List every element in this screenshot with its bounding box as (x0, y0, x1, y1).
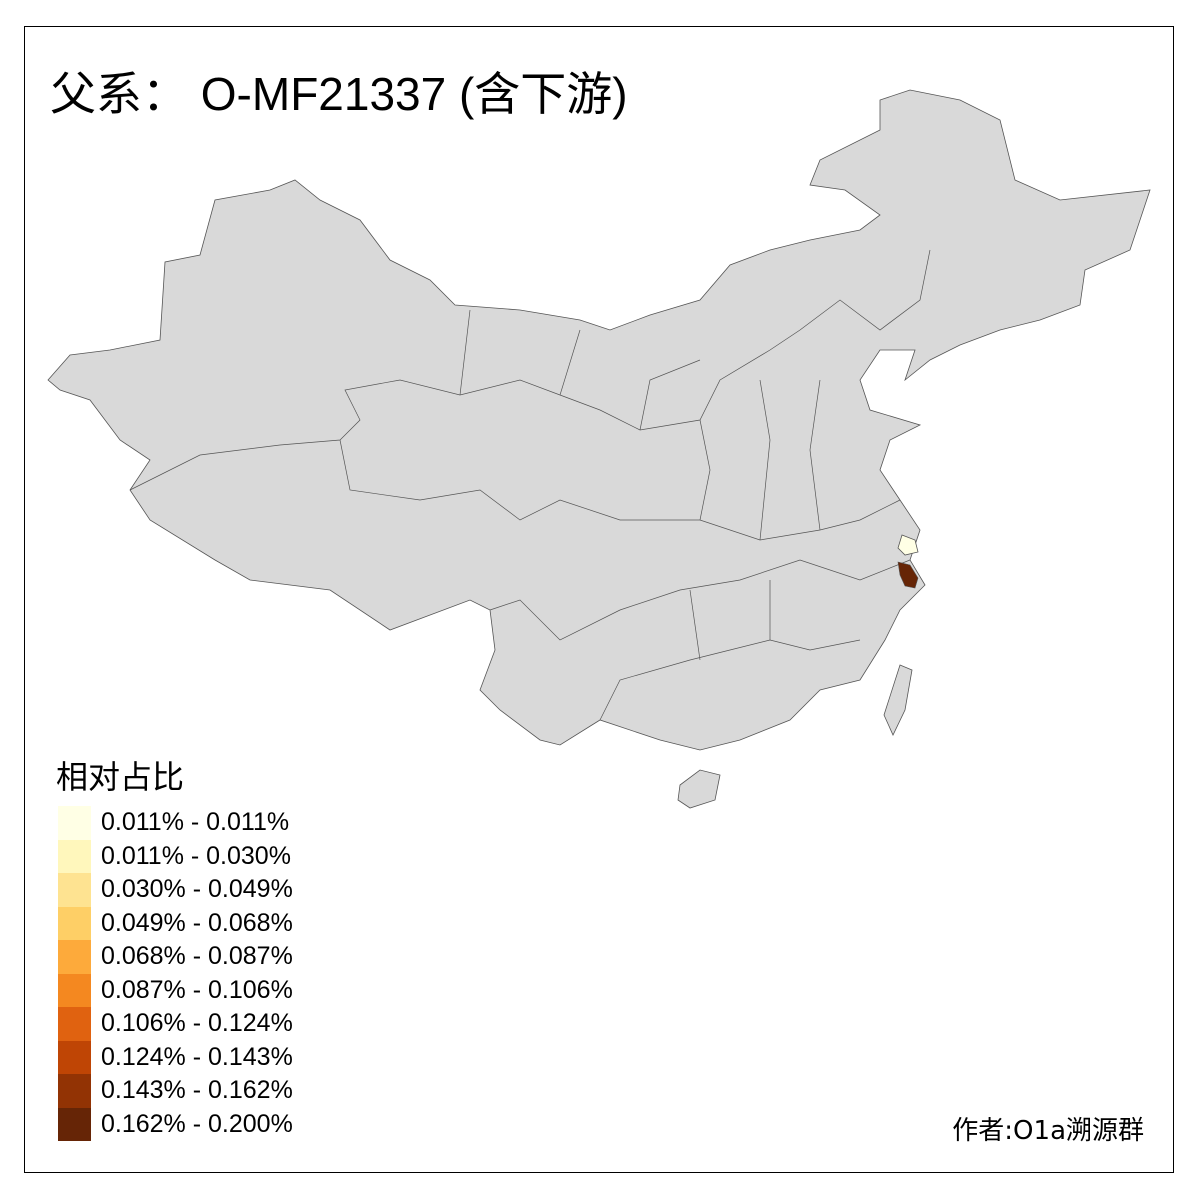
legend-swatch (58, 839, 91, 873)
legend-label: 0.011% - 0.030% (101, 841, 291, 870)
legend-item: 0.162% - 0.200% (58, 1107, 293, 1141)
legend-item: 0.087% - 0.106% (58, 973, 293, 1007)
region-shanghai (897, 534, 919, 556)
legend-item: 0.049% - 0.068% (58, 906, 293, 940)
plot-border (24, 26, 1174, 1173)
legend-label: 0.030% - 0.049% (101, 875, 293, 904)
legend-item: 0.068% - 0.087% (58, 940, 293, 974)
legend-label: 0.124% - 0.143% (101, 1042, 293, 1071)
china-mainland (47, 89, 1151, 751)
legend-item: 0.124% - 0.143% (58, 1040, 293, 1074)
legend-swatch (58, 973, 91, 1007)
legend-item: 0.011% - 0.030% (58, 839, 293, 873)
legend-swatch (58, 940, 91, 974)
legend-item: 0.106% - 0.124% (58, 1007, 293, 1041)
legend: 0.011% - 0.011% 0.011% - 0.030% 0.030% - 0… (58, 806, 293, 1141)
legend-item: 0.143% - 0.162% (58, 1074, 293, 1108)
legend-swatch (58, 806, 91, 840)
legend-swatch (58, 1107, 91, 1141)
legend-label: 0.087% - 0.106% (101, 975, 293, 1004)
legend-label: 0.068% - 0.087% (101, 942, 293, 971)
legend-swatch (58, 873, 91, 907)
legend-title: 相对占比 (56, 758, 185, 796)
map-title: 父系： O-MF21337 (含下游) (50, 68, 628, 120)
legend-label: 0.162% - 0.200% (101, 1109, 293, 1138)
hainan-island (677, 769, 721, 809)
legend-label: 0.106% - 0.124% (101, 1009, 293, 1038)
legend-swatch (58, 906, 91, 940)
legend-swatch (58, 1074, 91, 1108)
legend-swatch (58, 1007, 91, 1041)
legend-label: 0.049% - 0.068% (101, 908, 293, 937)
legend-item: 0.011% - 0.011% (58, 806, 293, 840)
legend-label: 0.143% - 0.162% (101, 1076, 293, 1105)
legend-label: 0.011% - 0.011% (101, 808, 290, 837)
legend-swatch (58, 1040, 91, 1074)
author-credit: 作者:O1a溯源群 (952, 1116, 1144, 1146)
taiwan-island (883, 664, 913, 736)
legend-item: 0.030% - 0.049% (58, 873, 293, 907)
region-zhejiang-north (897, 561, 919, 589)
province-borders (129, 249, 931, 721)
